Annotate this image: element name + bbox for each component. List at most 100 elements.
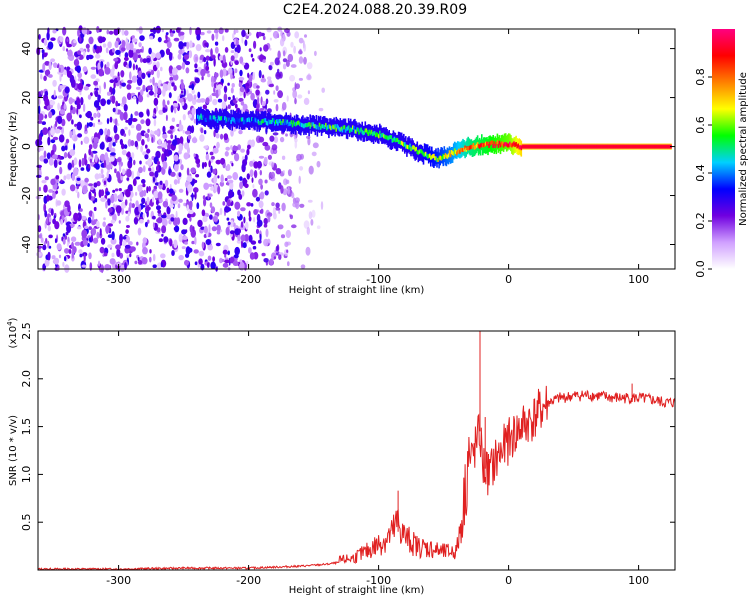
noise-cell <box>249 169 254 178</box>
signal-core-cell <box>502 143 505 148</box>
noise-cell <box>228 190 233 199</box>
signal-halo-cell <box>370 126 373 143</box>
noise-cell <box>38 186 41 192</box>
signal-core-cell <box>234 119 237 124</box>
signal-core-cell <box>441 155 443 160</box>
noise-cell <box>124 56 129 62</box>
signal-core-cell <box>420 149 423 154</box>
snr-y-multiplier: (x104) <box>6 317 19 348</box>
carrier-cell <box>665 145 667 148</box>
noise-cell <box>217 84 223 90</box>
signal-core-cell <box>317 125 320 130</box>
carrier-cell <box>528 145 531 148</box>
noise-cell <box>88 36 94 45</box>
noise-cell <box>241 163 246 173</box>
signal-core-cell <box>396 138 399 143</box>
noise-cell <box>98 260 100 267</box>
carrier-cell <box>535 145 537 148</box>
noise-cell <box>114 118 118 126</box>
signal-halo-cell <box>452 143 455 160</box>
signal-core-cell <box>341 128 344 133</box>
noise-cell <box>156 205 161 211</box>
noise-cell <box>127 138 132 147</box>
noise-cell <box>127 79 133 84</box>
noise-cell <box>211 226 217 232</box>
signal-halo-cell <box>456 142 458 159</box>
noise-cell <box>298 175 301 184</box>
noise-cell <box>143 189 147 197</box>
noise-cell <box>235 97 238 101</box>
noise-cell <box>216 224 221 232</box>
signal-halo-cell <box>442 150 445 167</box>
signal-core-cell <box>413 145 415 150</box>
noise-cell <box>232 33 235 40</box>
noise-cell <box>96 231 100 239</box>
noise-cell <box>232 70 235 76</box>
noise-cell <box>38 105 41 115</box>
carrier-cell <box>586 145 588 148</box>
noise-cell <box>294 31 300 39</box>
noise-cell <box>240 100 245 106</box>
noise-cell <box>228 67 233 75</box>
signal-core-cell <box>406 144 408 149</box>
noise-cell <box>76 185 79 190</box>
signal-halo-cell <box>503 133 506 150</box>
noise-cell <box>213 76 216 83</box>
signal-halo-cell <box>319 115 322 132</box>
noise-cell <box>118 220 121 224</box>
noise-cell <box>256 85 260 89</box>
noise-cell <box>258 200 264 209</box>
noise-cell <box>76 103 81 110</box>
noise-cell <box>169 125 175 130</box>
noise-cell <box>126 92 132 101</box>
noise-cell <box>106 99 111 105</box>
signal-halo-cell <box>507 134 509 151</box>
carrier-cell <box>616 145 618 148</box>
noise-cell <box>169 76 174 82</box>
signal-core-cell <box>359 128 361 133</box>
noise-cell <box>252 184 255 189</box>
signal-core-cell <box>353 126 355 130</box>
noise-cell <box>57 102 60 111</box>
x-tick-label: -100 <box>366 273 391 286</box>
noise-cell <box>141 197 146 204</box>
signal-halo-cell <box>405 136 407 153</box>
noise-cell <box>260 184 263 190</box>
signal-core-cell <box>238 118 241 123</box>
noise-cell <box>149 171 155 177</box>
noise-cell <box>263 44 269 52</box>
signal-halo-cell <box>205 109 207 126</box>
noise-cell <box>222 201 226 206</box>
noise-cell <box>253 216 256 223</box>
noise-cell <box>43 203 47 213</box>
noise-cell <box>255 196 260 202</box>
noise-cell <box>43 150 47 158</box>
noise-cell <box>142 183 146 188</box>
noise-cell <box>61 188 66 196</box>
noise-cell <box>65 138 70 144</box>
noise-cell <box>113 28 119 36</box>
noise-cell <box>155 25 161 34</box>
noise-cell <box>58 134 65 143</box>
noise-cell <box>198 258 203 265</box>
noise-cell <box>231 162 234 167</box>
noise-cell <box>147 219 150 224</box>
noise-cell <box>154 85 158 95</box>
noise-cell <box>52 136 59 141</box>
carrier-cell <box>578 145 580 148</box>
noise-cell <box>157 36 162 43</box>
noise-cell <box>57 158 60 162</box>
noise-cell <box>67 204 71 213</box>
noise-cell <box>46 152 51 160</box>
noise-cell <box>191 137 198 144</box>
signal-halo-cell <box>426 144 429 161</box>
noise-cell <box>73 143 76 151</box>
noise-cell <box>120 264 125 273</box>
noise-cell <box>188 50 193 59</box>
noise-cell <box>207 255 212 261</box>
noise-cell <box>311 209 316 218</box>
carrier-cell <box>642 145 644 148</box>
noise-cell <box>250 203 254 207</box>
signal-halo-cell <box>413 142 415 159</box>
y-tick-label: 20 <box>20 91 33 105</box>
